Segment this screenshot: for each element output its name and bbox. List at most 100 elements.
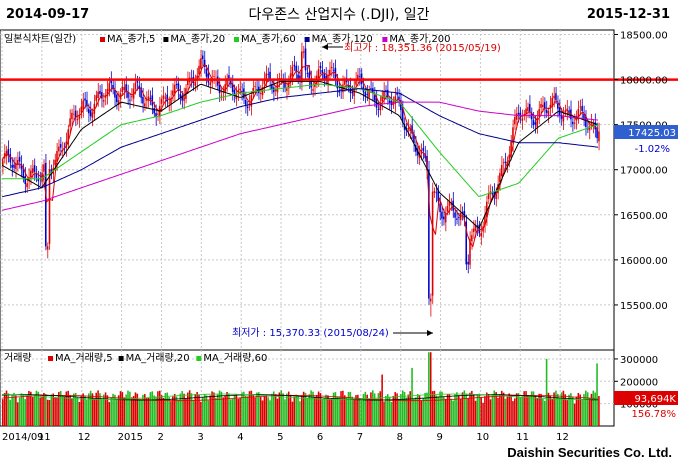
candle-body <box>18 157 21 162</box>
candle-body <box>84 98 86 101</box>
volume-bar <box>538 393 540 426</box>
volume-bar <box>534 396 537 426</box>
candle-body <box>76 118 79 121</box>
candle-body <box>321 69 324 74</box>
candle-body <box>267 73 269 75</box>
volume-bar <box>510 395 512 426</box>
x-tick-label: 7 <box>357 432 363 443</box>
candle-body <box>459 212 462 220</box>
volume-bar <box>377 393 380 426</box>
volume-bar <box>579 394 582 426</box>
volume-bar <box>168 397 170 426</box>
candle-body <box>510 141 512 156</box>
candle-body <box>104 96 107 98</box>
volume-bar <box>80 395 83 426</box>
volume-bar <box>443 396 445 426</box>
volume-bar <box>327 395 329 426</box>
candle-body <box>497 184 499 194</box>
volume-bar <box>392 395 395 426</box>
candle-body <box>323 73 325 79</box>
volume-bar <box>398 398 400 426</box>
volume-bar <box>545 358 548 426</box>
current-change: -1.02% <box>635 144 670 155</box>
volume-bar <box>173 393 176 426</box>
volume-bar <box>437 396 439 426</box>
volume-bar <box>308 394 311 426</box>
volume-bar <box>89 390 92 426</box>
candle-body <box>467 261 469 265</box>
candle-body <box>536 117 539 128</box>
volume-ma-line <box>1 395 599 402</box>
candle-body <box>598 131 600 142</box>
volume-bar <box>515 393 518 426</box>
volume-bar <box>360 400 363 426</box>
candle-body <box>428 169 430 299</box>
volume-bar <box>91 393 94 426</box>
volume-bar <box>315 395 318 426</box>
volume-bar <box>467 398 469 426</box>
candle-body <box>7 149 10 155</box>
volume-bar <box>187 392 189 426</box>
candle-body <box>256 89 258 90</box>
volume-bar <box>248 391 251 426</box>
legend-swatch <box>304 37 310 42</box>
x-tick-label: 12 <box>556 432 569 443</box>
volume-bar <box>136 393 139 426</box>
candle-body <box>44 162 47 247</box>
legend-item: MA_종가,200 <box>389 33 450 45</box>
price-y-tick-label: 18000.00 <box>620 76 668 87</box>
volume-bar <box>366 394 368 426</box>
candle-body <box>276 82 279 93</box>
volume-bar <box>220 391 223 426</box>
volume-bar <box>401 390 404 426</box>
volume-bar <box>390 401 393 426</box>
volume-bar <box>564 394 567 426</box>
candle-body <box>351 92 354 94</box>
volume-bar <box>121 392 124 426</box>
volume-bar <box>56 397 58 426</box>
candle-body <box>87 108 90 114</box>
volume-bar <box>102 394 105 426</box>
candle-body <box>521 118 524 121</box>
volume-bar <box>459 398 462 426</box>
legend-swatch <box>100 37 105 42</box>
volume-bar <box>424 392 426 426</box>
volume-legend: 거래량 MA_거래량,5 MA_거래량,20 MA_거래량,60 <box>4 352 267 364</box>
volume-bar <box>343 395 346 426</box>
volume-y-tick-label: 300000 <box>620 355 658 366</box>
candle-body <box>181 95 183 101</box>
volume-bar <box>78 401 81 426</box>
candle-body <box>35 173 38 178</box>
candle-body <box>183 96 185 101</box>
volume-bar <box>28 390 30 426</box>
candle-body <box>317 69 320 79</box>
candle-body <box>314 84 316 87</box>
candle-body <box>179 93 182 98</box>
volume-bar <box>431 391 434 426</box>
volume-bar <box>162 397 165 426</box>
volume-bar <box>33 394 36 426</box>
candle-body <box>439 203 441 213</box>
candle-body <box>9 154 12 163</box>
candle-body <box>95 95 98 101</box>
candle-body <box>373 95 376 101</box>
candle-body <box>80 106 83 113</box>
candle-body <box>91 112 94 118</box>
candle-body <box>343 80 346 85</box>
volume-bar <box>119 391 122 426</box>
volume-bar <box>452 400 454 426</box>
candle-body <box>366 94 368 95</box>
volume-bar <box>274 394 277 426</box>
volume-bar <box>140 399 142 426</box>
candle-body <box>585 116 587 127</box>
candle-body <box>407 128 410 130</box>
candle-body <box>233 89 236 96</box>
volume-bar <box>342 390 344 426</box>
volume-bar <box>414 397 417 426</box>
volume-bar <box>132 396 135 426</box>
volume-bar <box>289 394 292 426</box>
candle-body <box>30 170 32 177</box>
candle-body <box>588 126 591 131</box>
volume-bar <box>566 400 568 426</box>
volume-bar <box>413 398 415 426</box>
